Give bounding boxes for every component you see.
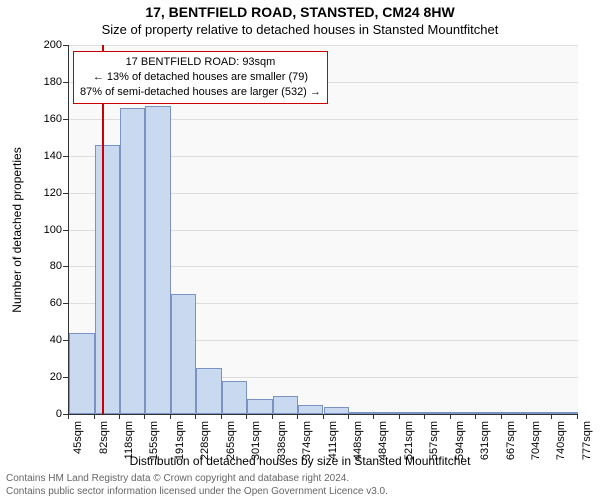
y-tick-label: 140 <box>0 150 62 162</box>
x-tick-mark <box>221 414 222 419</box>
callout-line3: 87% of semi-detached houses are larger (… <box>80 85 321 100</box>
x-tick-mark <box>68 414 69 419</box>
x-tick-label: 411sqm <box>327 421 339 459</box>
histogram-bar <box>400 412 425 414</box>
y-tick-mark <box>63 266 68 267</box>
histogram-bar <box>324 407 350 414</box>
x-tick-mark <box>170 414 171 419</box>
y-tick-label: 80 <box>0 260 62 272</box>
histogram-bar <box>69 333 95 414</box>
y-tick-label: 180 <box>0 76 62 88</box>
x-tick-label: 704sqm <box>530 421 542 460</box>
y-tick-mark <box>63 156 68 157</box>
histogram-bar <box>502 412 528 414</box>
histogram-bar <box>298 405 324 414</box>
y-tick-label: 200 <box>0 39 62 51</box>
x-tick-mark <box>526 414 527 419</box>
x-tick-label: 484sqm <box>377 421 389 460</box>
footer-line2: Contains public sector information licen… <box>6 486 594 499</box>
histogram-bar <box>95 145 120 414</box>
gridline-h <box>69 45 578 46</box>
y-tick-mark <box>63 119 68 120</box>
callout-line2: ← 13% of detached houses are smaller (79… <box>80 70 321 85</box>
x-tick-mark <box>373 414 374 419</box>
x-tick-label: 118sqm <box>123 421 135 459</box>
y-tick-mark <box>63 230 68 231</box>
histogram-bar <box>247 399 273 414</box>
x-tick-mark <box>119 414 120 419</box>
x-tick-mark <box>399 414 400 419</box>
x-tick-label: 521sqm <box>403 421 415 460</box>
y-tick-label: 120 <box>0 187 62 199</box>
reference-callout: 17 BENTFIELD ROAD: 93sqm ← 13% of detach… <box>73 51 328 104</box>
histogram-bar <box>349 412 374 414</box>
chart-plot-area: 17 BENTFIELD ROAD: 93sqm ← 13% of detach… <box>68 45 578 415</box>
x-tick-label: 448sqm <box>352 421 364 460</box>
y-tick-label: 40 <box>0 334 62 346</box>
histogram-bar <box>476 412 501 414</box>
figure-container: 17, BENTFIELD ROAD, STANSTED, CM24 8HW S… <box>0 0 600 500</box>
x-tick-mark <box>551 414 552 419</box>
x-tick-label: 191sqm <box>174 421 186 460</box>
histogram-bar <box>374 412 400 414</box>
x-tick-label: 265sqm <box>225 421 237 460</box>
y-tick-label: 20 <box>0 371 62 383</box>
x-tick-label: 667sqm <box>505 421 517 460</box>
x-tick-label: 594sqm <box>454 421 466 460</box>
histogram-bar <box>145 106 170 414</box>
y-tick-mark <box>63 340 68 341</box>
x-tick-mark <box>246 414 247 419</box>
x-tick-mark <box>144 414 145 419</box>
x-tick-label: 740sqm <box>555 421 567 460</box>
x-tick-mark <box>424 414 425 419</box>
histogram-bar <box>196 368 222 414</box>
x-tick-mark <box>272 414 273 419</box>
y-tick-mark <box>63 45 68 46</box>
x-tick-mark <box>348 414 349 419</box>
x-tick-mark <box>475 414 476 419</box>
histogram-bar <box>552 412 578 414</box>
x-tick-label: 557sqm <box>428 421 440 460</box>
x-tick-label: 374sqm <box>301 421 313 460</box>
figure-title-line1: 17, BENTFIELD ROAD, STANSTED, CM24 8HW <box>0 4 600 20</box>
histogram-bar <box>120 108 146 414</box>
histogram-bar <box>222 381 247 414</box>
y-tick-mark <box>63 193 68 194</box>
x-tick-mark <box>297 414 298 419</box>
x-tick-label: 155sqm <box>148 421 160 460</box>
histogram-bar <box>273 396 298 414</box>
x-tick-mark <box>195 414 196 419</box>
figure-footer: Contains HM Land Registry data © Crown c… <box>6 473 594 498</box>
histogram-bar <box>451 412 477 414</box>
x-tick-mark <box>577 414 578 419</box>
x-tick-mark <box>501 414 502 419</box>
histogram-bar <box>425 412 451 414</box>
figure-title-line2: Size of property relative to detached ho… <box>0 22 600 37</box>
footer-line1: Contains HM Land Registry data © Crown c… <box>6 473 594 486</box>
x-tick-label: 82sqm <box>98 421 110 454</box>
x-tick-label: 777sqm <box>581 421 593 460</box>
x-tick-label: 301sqm <box>250 421 262 460</box>
y-tick-label: 100 <box>0 224 62 236</box>
callout-line1: 17 BENTFIELD ROAD: 93sqm <box>80 55 321 70</box>
x-tick-label: 338sqm <box>276 421 288 460</box>
y-tick-label: 60 <box>0 297 62 309</box>
x-tick-mark <box>323 414 324 419</box>
x-tick-label: 228sqm <box>199 421 211 460</box>
x-tick-mark <box>450 414 451 419</box>
x-tick-label: 45sqm <box>72 421 84 454</box>
y-tick-mark <box>63 377 68 378</box>
histogram-bar <box>527 412 552 414</box>
x-tick-mark <box>94 414 95 419</box>
y-tick-mark <box>63 303 68 304</box>
y-tick-label: 0 <box>0 408 62 420</box>
y-tick-mark <box>63 82 68 83</box>
y-tick-label: 160 <box>0 113 62 125</box>
histogram-bar <box>171 294 197 414</box>
x-tick-label: 631sqm <box>479 421 491 460</box>
